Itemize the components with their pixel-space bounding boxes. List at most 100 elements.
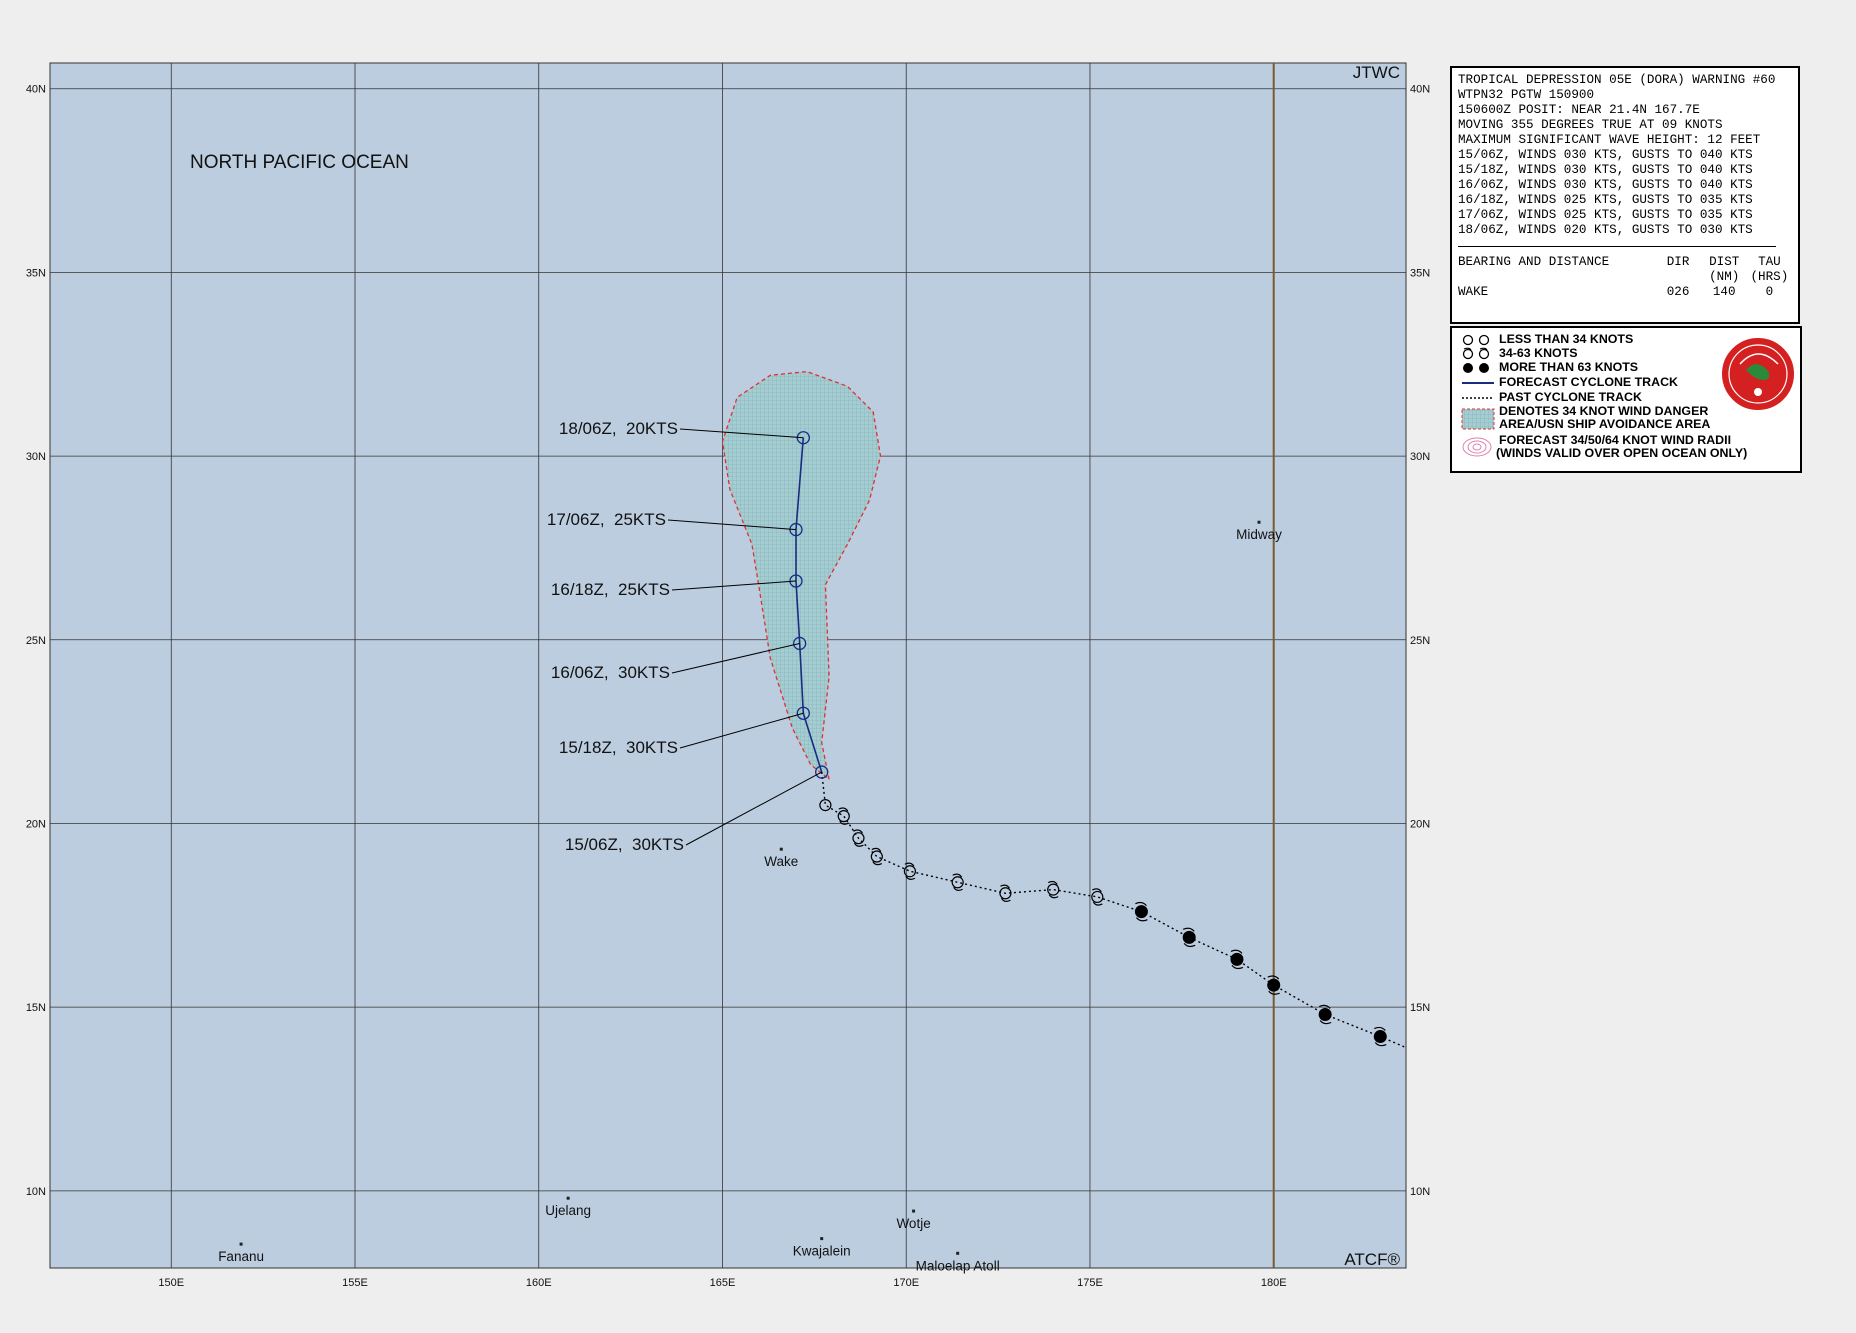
past-position-marker xyxy=(1230,949,1244,970)
header-tau: TAU xyxy=(1758,255,1781,269)
past-position-marker xyxy=(1267,975,1281,995)
forecast-leader-line xyxy=(685,771,822,846)
header-dist: DIST xyxy=(1709,255,1740,269)
warning-line: MAXIMUM SIGNIFICANT WAVE HEIGHT: 12 FEET xyxy=(1458,133,1761,147)
lat-label-left: 25N xyxy=(26,635,46,647)
past-position-marker xyxy=(1047,880,1060,899)
warning-line: 17/06Z, WINDS 025 KTS, GUSTS TO 035 KTS xyxy=(1458,208,1753,222)
forecast-label: 17/06Z, 25KTS xyxy=(547,510,666,529)
warning-line: 15/06Z, WINDS 030 KTS, GUSTS TO 040 KTS xyxy=(1458,148,1753,162)
legend-item: 34-63 KNOTS xyxy=(1499,346,1578,360)
place-label: Ujelang xyxy=(545,1203,591,1218)
lon-label: 160E xyxy=(526,1277,552,1289)
lat-label-right: 10N xyxy=(1410,1186,1430,1198)
lon-label: 150E xyxy=(158,1277,184,1289)
past-position-marker xyxy=(903,862,917,880)
warning-line: 16/18Z, WINDS 025 KTS, GUSTS TO 035 KTS xyxy=(1458,193,1753,207)
header-tau-unit: (HRS) xyxy=(1750,270,1789,284)
place-label: Fananu xyxy=(218,1249,264,1264)
more-than-63-icon xyxy=(1463,363,1489,373)
row-dir: 026 xyxy=(1666,285,1690,299)
bearing-table-header-units: (NM) (HRS) xyxy=(1458,270,1792,285)
past-position-marker xyxy=(1134,901,1148,922)
place-marker xyxy=(239,1242,243,1246)
forecast-position-marker xyxy=(793,636,807,651)
warning-line: 15/18Z, WINDS 030 KTS, GUSTS TO 040 KTS xyxy=(1458,163,1753,177)
past-position-marker xyxy=(951,873,964,891)
place-label: Wake xyxy=(764,854,798,869)
place-marker xyxy=(566,1196,570,1200)
legend-symbols xyxy=(1461,334,1495,457)
agency-label: JTWC xyxy=(1353,63,1400,82)
legend-item: LESS THAN 34 KNOTS xyxy=(1499,332,1634,346)
legend-item: (WINDS VALID OVER OPEN OCEAN ONLY) xyxy=(1496,446,1748,460)
forecast-position-marker xyxy=(815,765,829,779)
past-position-marker xyxy=(999,884,1012,902)
lat-label-left: 30N xyxy=(26,451,46,463)
forecast-position-marker xyxy=(796,706,810,720)
warning-line: 16/06Z, WINDS 030 KTS, GUSTS TO 040 KTS xyxy=(1458,178,1753,192)
lat-label-left: 35N xyxy=(26,267,46,279)
header-dir: DIR xyxy=(1666,255,1690,269)
atcf-brand: ATCF® xyxy=(1344,1250,1400,1269)
legend-item: PAST CYCLONE TRACK xyxy=(1499,390,1642,404)
past-position-marker xyxy=(1373,1026,1387,1047)
lon-label: 165E xyxy=(710,1277,736,1289)
warning-panel: TROPICAL DEPRESSION 05E (DORA) WARNING #… xyxy=(1450,66,1800,324)
row-tau: 0 xyxy=(1765,285,1774,299)
row-place: WAKE xyxy=(1458,285,1489,299)
forecast-leader-line xyxy=(667,519,797,531)
lon-label: 175E xyxy=(1077,1277,1103,1289)
past-position-marker xyxy=(819,799,832,812)
lat-label-right: 25N xyxy=(1410,635,1430,647)
wind-danger-area xyxy=(721,370,882,782)
warning-line: 150600Z POSIT: NEAR 21.4N 167.7E xyxy=(1458,103,1700,117)
past-position-marker xyxy=(1182,927,1196,948)
past-position-marker xyxy=(1091,888,1104,906)
lat-label-left: 15N xyxy=(26,1002,46,1014)
map-ocean xyxy=(49,62,1407,1269)
lat-label-right: 35N xyxy=(1410,267,1430,279)
place-label: Kwajalein xyxy=(793,1244,851,1259)
warning-line: 18/06Z, WINDS 020 KTS, GUSTS TO 030 KTS xyxy=(1458,223,1753,237)
legend-item: DENOTES 34 KNOT WIND DANGER xyxy=(1499,404,1709,418)
lon-label: 170E xyxy=(893,1277,919,1289)
lat-label-right: 15N xyxy=(1410,1002,1430,1014)
34-63-knots-icon xyxy=(1462,347,1490,360)
danger-area-icon xyxy=(1461,408,1495,430)
wind-radii-icon xyxy=(1462,437,1492,457)
legend-item: AREA/USN SHIP AVOIDANCE AREA xyxy=(1499,417,1711,431)
lat-label-right: 20N xyxy=(1410,818,1430,830)
bearing-table-header: BEARING AND DISTANCE DIR DIST TAU xyxy=(1458,255,1792,270)
past-position-marker xyxy=(1318,1004,1332,1025)
row-dist: 140 xyxy=(1712,285,1736,299)
legend-item: MORE THAN 63 KNOTS xyxy=(1499,360,1639,374)
place-label: Midway xyxy=(1236,527,1282,542)
divider xyxy=(1458,246,1776,247)
place-marker xyxy=(956,1251,960,1255)
warning-line: TROPICAL DEPRESSION 05E (DORA) WARNING #… xyxy=(1458,73,1776,87)
place-label: Maloelap Atoll xyxy=(916,1258,1000,1273)
past-position-marker xyxy=(870,847,883,866)
forecast-label: 16/18Z, 25KTS xyxy=(551,580,670,599)
header-dist-unit: (NM) xyxy=(1709,270,1740,284)
place-marker xyxy=(779,847,783,851)
forecast-label: 15/18Z, 30KTS xyxy=(559,738,678,757)
past-position-marker xyxy=(852,829,865,847)
legend-item: FORECAST 34/50/64 KNOT WIND RADII xyxy=(1499,433,1732,447)
forecast-label: 18/06Z, 20KTS xyxy=(559,419,678,438)
warning-line: MOVING 355 DEGREES TRUE AT 09 KNOTS xyxy=(1458,118,1723,132)
legend-item: FORECAST CYCLONE TRACK xyxy=(1499,375,1678,389)
region-label: NORTH PACIFIC OCEAN xyxy=(190,152,409,173)
legend-panel: LESS THAN 34 KNOTS 34-63 KNOTS MORE THAN 6… xyxy=(1450,326,1802,473)
jtwc-logo xyxy=(1720,336,1796,412)
lat-label-left: 10N xyxy=(26,1186,46,1198)
lon-label: 155E xyxy=(342,1277,368,1289)
place-label: Wotje xyxy=(896,1216,930,1231)
lat-label-left: 40N xyxy=(26,84,46,96)
less-than-34-icon xyxy=(1462,334,1490,346)
past-position-marker xyxy=(837,807,850,825)
forecast-track-line xyxy=(795,437,823,773)
header-bearing: BEARING AND DISTANCE xyxy=(1458,255,1610,269)
forecast-leader-line xyxy=(679,712,804,749)
